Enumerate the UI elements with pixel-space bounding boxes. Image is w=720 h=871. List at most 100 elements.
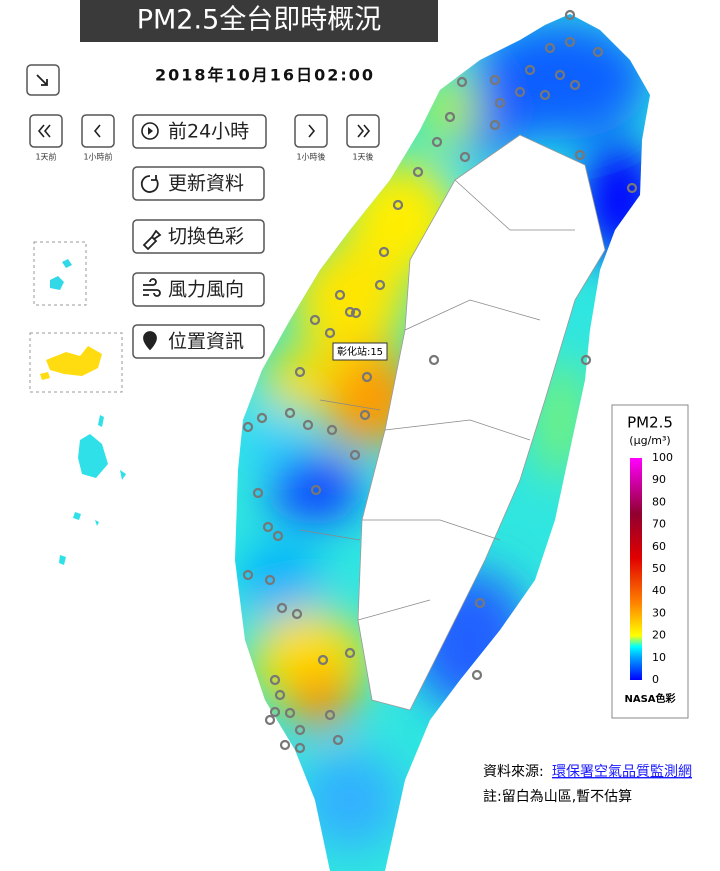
station-marker <box>291 608 303 620</box>
nav-label: 1小時前 <box>83 152 112 162</box>
matsu-box <box>33 241 87 306</box>
station-marker <box>539 89 551 101</box>
legend: PM2.5 (μg/m³) NASA色彩 1009080706050403020… <box>611 404 689 719</box>
datetime: 2018年10月16日02:00 <box>155 66 375 85</box>
source-link[interactable]: 環保署空氣品質監測網 <box>552 763 692 780</box>
title-bar <box>80 0 438 42</box>
menu-button[interactable]: 切換色彩 <box>132 219 265 254</box>
station-marker <box>564 9 576 21</box>
station-marker <box>317 654 329 666</box>
page-title: PM2.5全台即時概況 <box>137 5 382 36</box>
nav-label: 1小時後 <box>296 152 325 162</box>
pm25-surface <box>235 14 650 871</box>
station-marker <box>444 111 456 123</box>
button-icon <box>142 229 162 251</box>
station-marker <box>284 407 296 419</box>
button-icon <box>143 278 161 297</box>
station-marker <box>489 119 501 131</box>
station-marker <box>310 484 322 496</box>
station-marker <box>514 86 526 98</box>
tooltip-box <box>332 342 388 361</box>
legend-tick-label: 70 <box>652 518 666 531</box>
station-marker <box>350 307 362 319</box>
station-marker <box>489 74 501 86</box>
legend-tick-label: 20 <box>652 629 666 642</box>
station-marker <box>269 706 281 718</box>
kinmen <box>40 346 102 380</box>
menu-button[interactable]: 風力風向 <box>132 272 265 307</box>
station-marker <box>554 69 566 81</box>
station-marker <box>580 354 592 366</box>
button-icon <box>140 175 159 193</box>
hour-back-button[interactable] <box>81 114 115 148</box>
button-frame <box>132 272 265 307</box>
station-marker <box>459 151 471 163</box>
station-marker <box>564 36 576 48</box>
station-marker <box>294 366 306 378</box>
nav-label: 1天後 <box>352 152 373 162</box>
station-marker <box>344 306 356 318</box>
button-icon <box>143 331 157 351</box>
legend-tick-label: 90 <box>652 473 666 486</box>
station-marker <box>361 371 373 383</box>
station-marker <box>574 149 586 161</box>
station-marker <box>431 136 443 148</box>
station-marker <box>349 449 361 461</box>
menu-button[interactable]: 更新資料 <box>132 166 265 201</box>
legend-tick-label: 50 <box>652 562 666 575</box>
button-frame <box>132 166 265 201</box>
station-marker <box>269 674 281 686</box>
legend-tick-label: 80 <box>652 495 666 508</box>
station-marker <box>474 597 486 609</box>
station-marker <box>626 182 638 194</box>
legend-tick-label: 40 <box>652 584 666 597</box>
station-marker <box>264 574 276 586</box>
station-marker <box>276 602 288 614</box>
note: 註:留白為山區,暫不估算 <box>483 789 632 805</box>
color-scheme: NASA色彩 <box>624 692 675 705</box>
collapse-button[interactable] <box>26 64 60 96</box>
legend-box <box>611 404 689 719</box>
station-marker <box>471 669 483 681</box>
day-forward-button[interactable] <box>346 114 380 148</box>
button-label: 切換色彩 <box>168 226 244 248</box>
station-marker <box>494 97 506 109</box>
button-frame <box>132 324 265 359</box>
day-back-button[interactable] <box>29 114 63 148</box>
station-marker <box>569 79 581 91</box>
station-marker <box>284 707 296 719</box>
station-marker <box>332 734 344 746</box>
station-marker <box>412 166 424 178</box>
station-marker <box>256 412 268 424</box>
kinmen-box <box>29 332 123 393</box>
station-marker <box>334 289 346 301</box>
menu-button[interactable]: 位置資訊 <box>132 324 265 359</box>
station-marker <box>242 569 254 581</box>
station-marker <box>428 354 440 366</box>
button-label: 前24小時 <box>168 121 249 143</box>
station-tooltip: 彰化站:15 <box>337 345 383 358</box>
station-marker <box>242 421 254 433</box>
station-markers <box>242 9 638 754</box>
station-marker <box>294 724 306 736</box>
play-button[interactable]: 前24小時 <box>132 114 267 149</box>
station-marker <box>252 487 264 499</box>
button-label: 位置資訊 <box>168 331 244 353</box>
station-marker <box>262 521 274 533</box>
nav-label: 1天前 <box>35 152 56 162</box>
button-frame <box>132 219 265 254</box>
legend-tick-label: 100 <box>652 451 673 464</box>
station-marker <box>264 714 276 726</box>
station-marker <box>344 647 356 659</box>
legend-tick-label: 30 <box>652 606 666 619</box>
station-marker <box>374 279 386 291</box>
hour-forward-button[interactable] <box>294 114 328 148</box>
station-marker <box>359 409 371 421</box>
station-marker <box>456 76 468 88</box>
button-label: 更新資料 <box>168 173 244 195</box>
station-marker <box>378 246 390 258</box>
station-marker <box>272 530 284 542</box>
station-marker <box>326 424 338 436</box>
